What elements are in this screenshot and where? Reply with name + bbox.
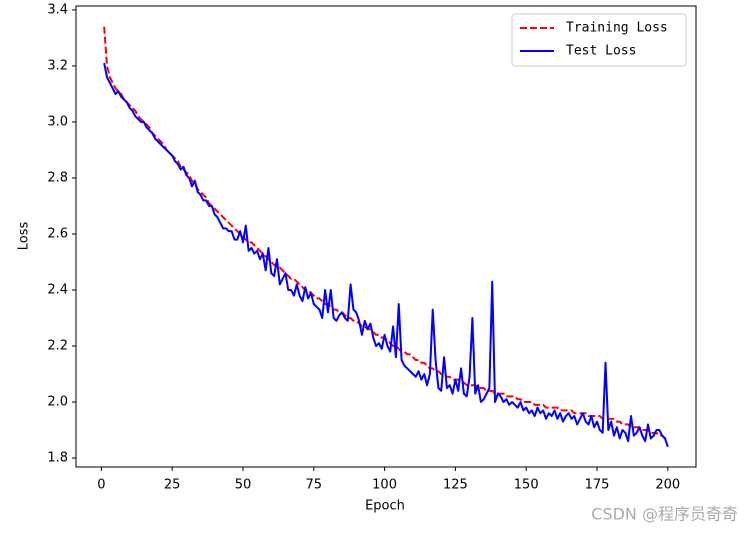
- x-tick-label: 25: [164, 478, 181, 493]
- y-tick-label: 2.2: [47, 339, 68, 354]
- y-tick-label: 3.4: [47, 2, 68, 17]
- plot-frame: [75, 5, 697, 468]
- y-tick-label: 2.8: [47, 170, 68, 185]
- y-tick-label: 1.8: [47, 451, 68, 466]
- y-tick-label: 3.2: [47, 58, 68, 73]
- series-line: [103, 62, 669, 448]
- legend-box: [511, 13, 687, 67]
- x-tick-label: 0: [97, 478, 105, 493]
- x-axis-label: Epoch: [365, 499, 405, 514]
- x-tick-label: 125: [443, 478, 468, 493]
- y-tick-label: 2.6: [47, 226, 68, 241]
- x-tick-label: 75: [306, 478, 323, 493]
- y-axis-label: Loss: [17, 222, 32, 251]
- x-tick-label: 50: [235, 478, 252, 493]
- series-line: [103, 26, 668, 440]
- y-tick-label: 2.4: [47, 282, 68, 297]
- x-tick-label: 150: [514, 478, 539, 493]
- x-tick-label: 100: [372, 478, 397, 493]
- y-tick-label: 2.0: [47, 395, 68, 410]
- x-tick-label: 200: [655, 478, 680, 493]
- legend-label: Test Loss: [566, 44, 636, 59]
- y-tick-label: 3.0: [47, 114, 68, 129]
- legend-label: Training Loss: [566, 21, 668, 36]
- watermark: CSDN @程序员奇奇: [591, 505, 738, 524]
- x-tick-label: 175: [585, 478, 610, 493]
